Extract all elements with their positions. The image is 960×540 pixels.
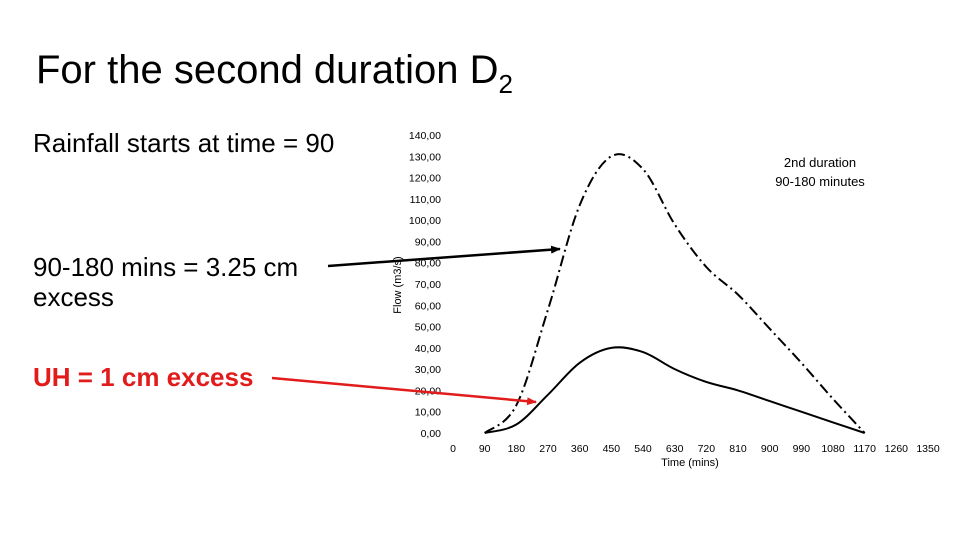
y-tick-label: 110,00 (410, 194, 441, 206)
excess-arrow (327, 245, 561, 268)
uh-hydrograph-line (484, 346, 866, 434)
rainfall-start-text: Rainfall starts at time = 90 (33, 128, 335, 158)
uh-arrow (271, 376, 537, 406)
y-tick-label: 60,00 (415, 300, 441, 312)
y-axis-label: Flow (m3/s) (392, 256, 404, 313)
x-tick-label: 810 (729, 443, 747, 455)
x-tick-label: 90 (479, 443, 491, 455)
y-tick-label: 30,00 (415, 364, 441, 376)
x-axis-label: Time (mins) (661, 457, 719, 469)
y-tick-label: 120,00 (409, 173, 441, 185)
annotation-line-1: 2nd duration (784, 155, 856, 170)
excess-text: 90-180 mins = 3.25 cm excess (33, 252, 299, 312)
y-tick-label: 130,00 (409, 151, 441, 163)
x-tick-label: 630 (666, 443, 684, 455)
x-tick-label: 990 (793, 443, 811, 455)
y-tick-label: 100,00 (409, 215, 441, 227)
x-tick-label: 1350 (916, 443, 940, 455)
x-tick-label: 1260 (885, 443, 909, 455)
x-tick-label: 450 (603, 443, 621, 455)
duration-annotation: 2nd duration 90-180 minutes (775, 155, 865, 189)
y-tick-label: 50,00 (415, 322, 441, 334)
x-tick-label: 1080 (821, 443, 845, 455)
x-tick-labels: 0 90 180 270 360 450 540 630 720 810 900 990 1080 117… (450, 443, 940, 455)
excess-hydrograph-line (484, 153, 866, 434)
x-tick-label: 900 (761, 443, 779, 455)
y-tick-label: 70,00 (415, 279, 441, 291)
y-tick-label: 10,00 (415, 407, 441, 419)
y-tick-label: 40,00 (415, 343, 441, 355)
x-tick-label: 1170 (853, 443, 876, 455)
x-tick-label: 180 (508, 443, 526, 455)
x-tick-label: 0 (450, 443, 456, 455)
y-tick-label: 140,00 (409, 130, 441, 142)
x-tick-label: 270 (539, 443, 557, 455)
y-tick-labels: 0,0010,0020,0030,0040,0050,0060,0070,008… (409, 130, 441, 440)
uh-text: UH = 1 cm excess (33, 362, 254, 392)
y-tick-label: 90,00 (415, 236, 441, 248)
slide-title: For the second duration D2 (36, 48, 513, 99)
y-tick-label: 80,00 (415, 258, 441, 270)
x-tick-label: 540 (634, 443, 652, 455)
y-tick-label: 0,00 (421, 428, 442, 440)
annotation-line-2: 90-180 minutes (775, 174, 865, 189)
x-tick-label: 720 (698, 443, 716, 455)
x-tick-label: 360 (571, 443, 589, 455)
